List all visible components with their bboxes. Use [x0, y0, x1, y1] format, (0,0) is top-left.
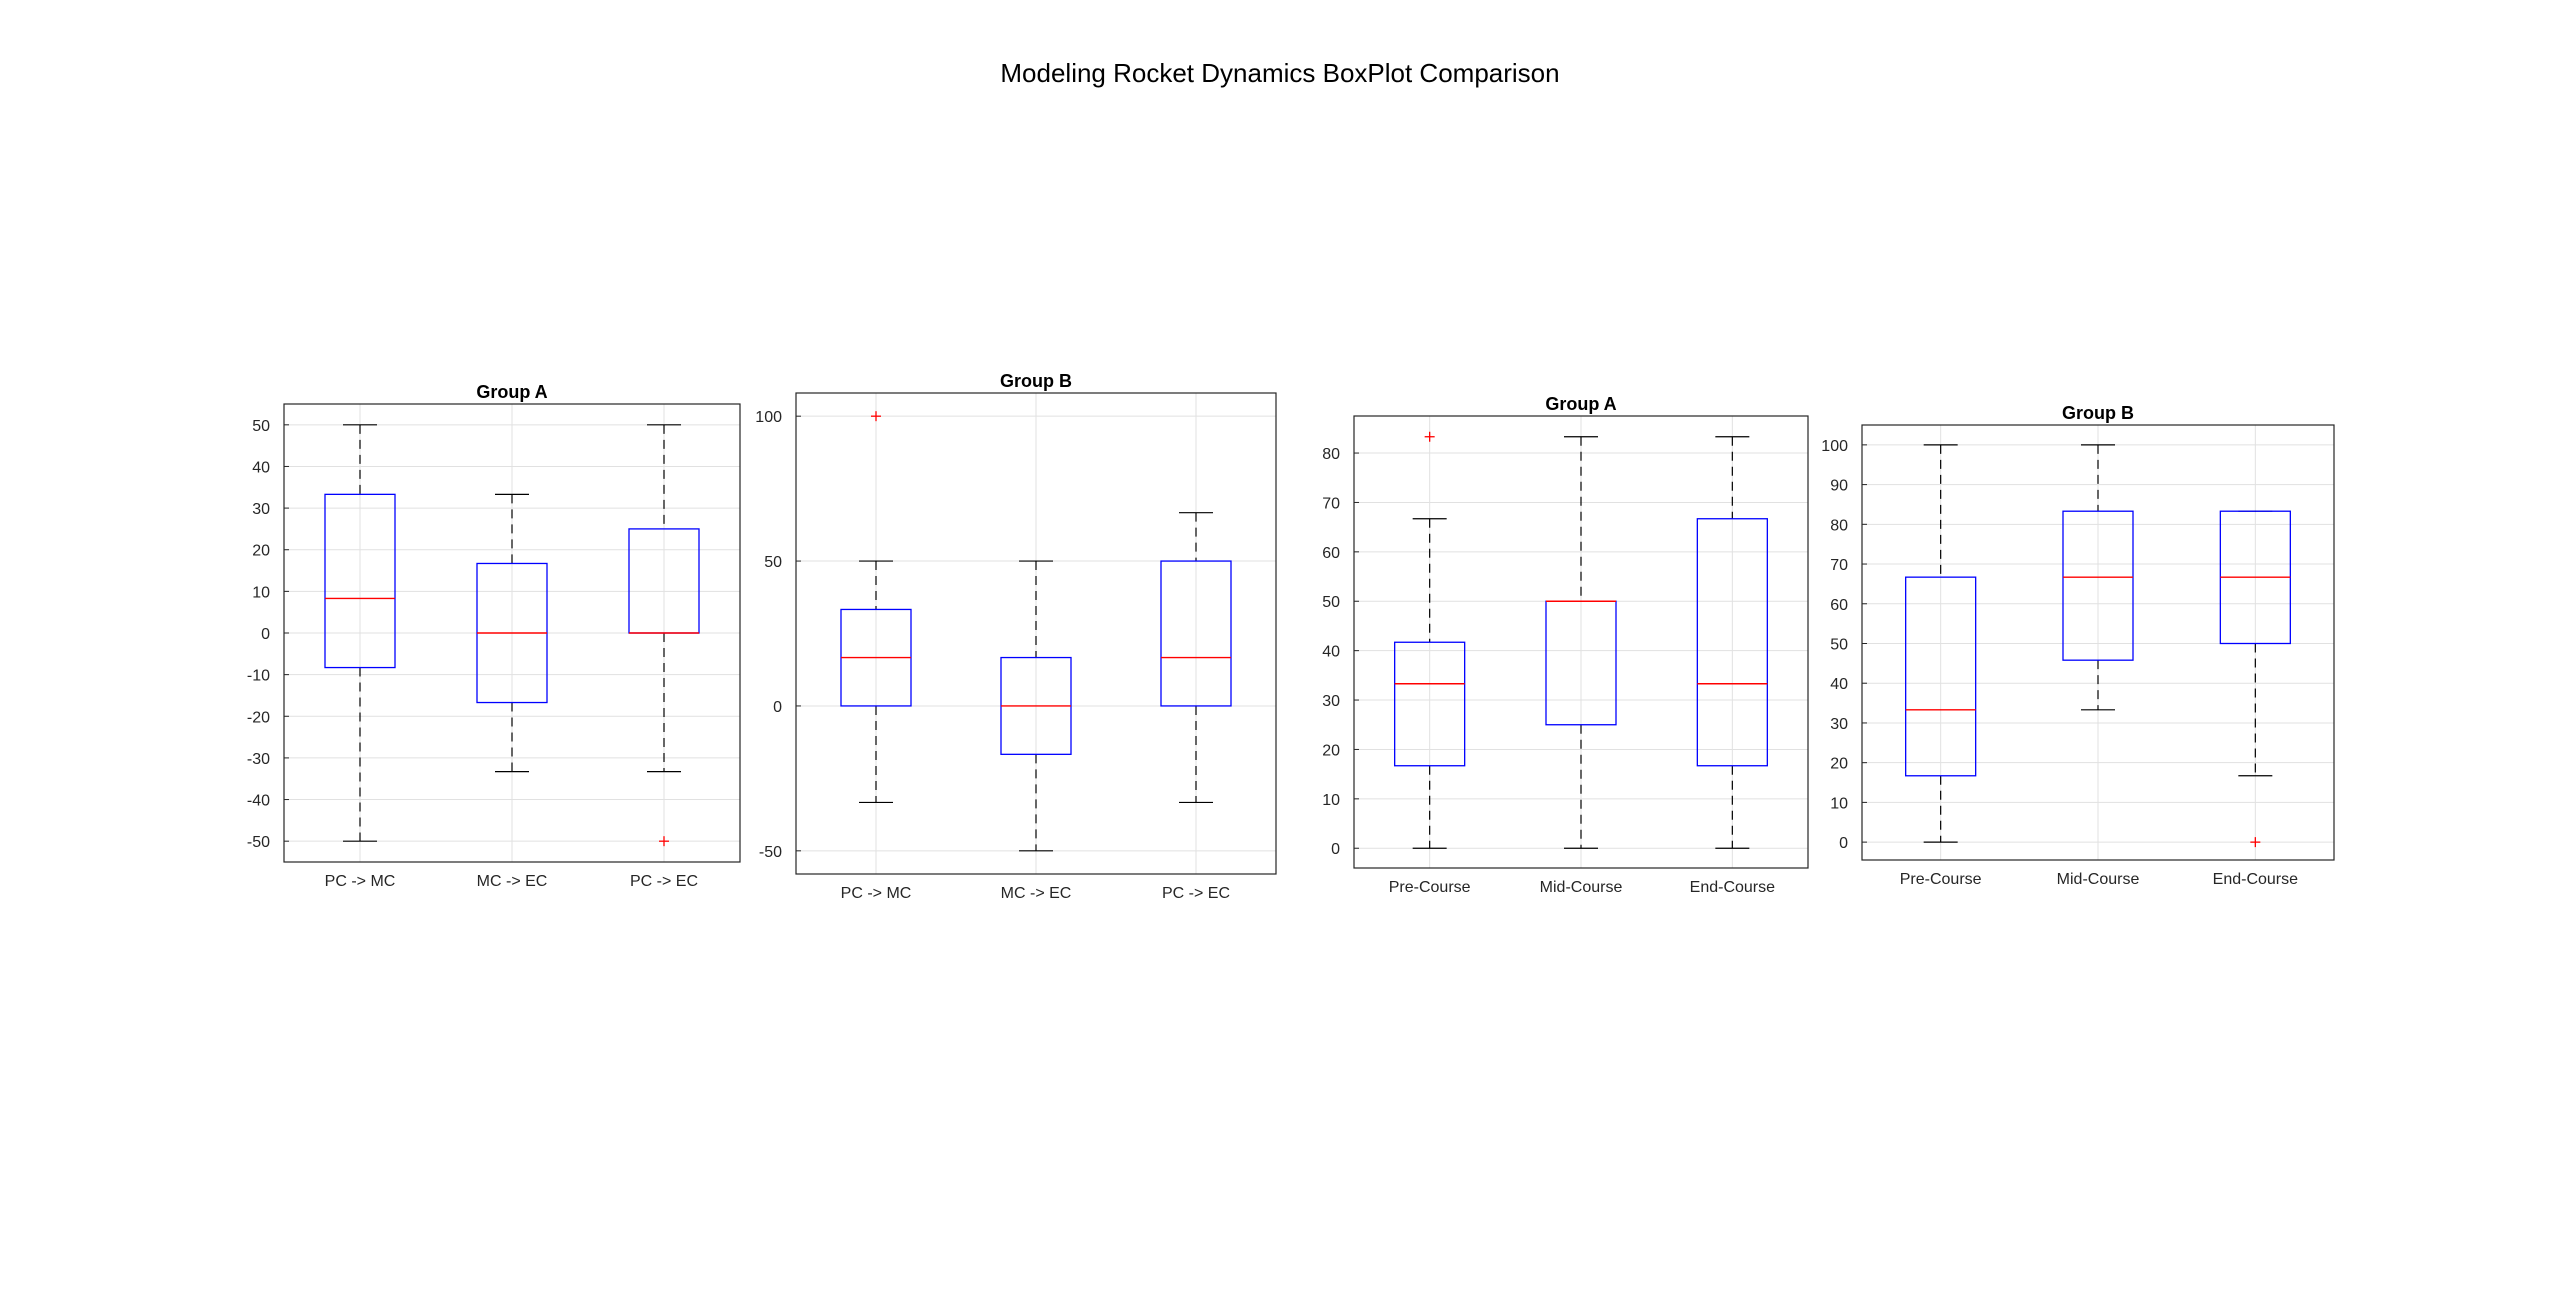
boxplot-panel-group-a-scores: Group A Pre-Course Mid-Course End-Course… [1322, 394, 1809, 896]
x-tick-label: Mid-Course [1540, 879, 1623, 896]
plot-area [1862, 425, 2334, 860]
box-3 [2219, 510, 2291, 848]
panel-title: Group A [476, 382, 547, 402]
box-2 [1000, 560, 1072, 852]
y-tick-label: 20 [1322, 742, 1340, 759]
x-tick-label: End-Course [2213, 871, 2298, 888]
box-iqr [1394, 641, 1466, 767]
x-tick-label: PC -> EC [1162, 885, 1230, 902]
y-tick-label: 0 [773, 699, 782, 716]
y-tick-label: 40 [1830, 676, 1848, 693]
outlier-marker [659, 836, 669, 847]
figure-title: Modeling Rocket Dynamics BoxPlot Compari… [1000, 58, 1559, 88]
box-3 [1696, 436, 1768, 849]
y-tick-label: -10 [247, 668, 270, 685]
y-tick-label: 40 [252, 459, 270, 476]
y-tick-label: -50 [247, 834, 270, 851]
x-tick-label: MC -> EC [1001, 885, 1072, 902]
box-2 [476, 493, 548, 773]
x-tick-label: Pre-Course [1389, 879, 1471, 896]
y-tick-label: 100 [755, 409, 782, 426]
y-tick-label: 0 [1839, 835, 1848, 852]
y-tick-label: 70 [1830, 557, 1848, 574]
y-tick-label: -50 [759, 844, 782, 861]
boxplot-panel-group-b-scores: Group B Pre-Course Mid-Course End-Course… [1821, 403, 2335, 888]
y-tick-label: 80 [1322, 446, 1340, 463]
box-1 [840, 411, 912, 804]
box-3 [628, 424, 700, 847]
box-iqr [1160, 560, 1232, 707]
outlier-marker [2250, 837, 2261, 848]
y-tick-label: 30 [1830, 716, 1848, 733]
y-tick-label: 10 [252, 584, 270, 601]
x-tick-label: End-Course [1690, 879, 1775, 896]
box-1 [324, 424, 396, 842]
x-tick-label: Mid-Course [2057, 871, 2140, 888]
plot-area [1354, 416, 1808, 868]
box-iqr [1696, 518, 1768, 767]
box-1 [1905, 444, 1977, 843]
x-tick-label: Pre-Course [1900, 871, 1982, 888]
x-tick-label: PC -> MC [325, 873, 396, 890]
boxplot-panel-group-b-changes: Group B PC -> MC MC -> EC PC -> EC -50 0 5… [755, 371, 1277, 902]
box-iqr [324, 493, 396, 669]
y-tick-label: 90 [1830, 478, 1848, 495]
box-2 [2062, 444, 2134, 711]
y-tick-label: 20 [252, 543, 270, 560]
box-iqr [2062, 510, 2134, 661]
axes-frame [1861, 424, 2335, 861]
box-iqr [1905, 576, 1977, 777]
box-1 [1394, 431, 1466, 849]
y-tick-label: 30 [1322, 693, 1340, 710]
y-tick-label: 80 [1830, 517, 1848, 534]
boxplot-panel-group-a-changes: Group A PC -> MC MC -> EC PC -> EC -50 -4… [247, 382, 741, 890]
axes-frame [1353, 415, 1809, 869]
panel-title: Group A [1545, 394, 1616, 414]
box-3 [1160, 512, 1232, 804]
x-tick-label: PC -> EC [630, 873, 698, 890]
outlier-marker [871, 411, 881, 422]
y-tick-label: 60 [1322, 545, 1340, 562]
axes-frame [283, 403, 741, 863]
y-tick-label: 50 [1322, 594, 1340, 611]
x-tick-label: MC -> EC [477, 873, 548, 890]
x-tick-label: PC -> MC [841, 885, 912, 902]
y-tick-label: -30 [247, 751, 270, 768]
panel-title: Group B [2062, 403, 2134, 423]
y-tick-label: 70 [1322, 495, 1340, 512]
y-tick-label: 50 [764, 554, 782, 571]
y-tick-label: 20 [1830, 756, 1848, 773]
box-2 [1545, 436, 1617, 849]
y-tick-label: 0 [261, 626, 270, 643]
y-tick-label: 100 [1821, 438, 1848, 455]
y-tick-label: 50 [252, 418, 270, 435]
y-tick-label: -40 [247, 793, 270, 810]
plot-area [796, 393, 1276, 874]
y-tick-label: 50 [1830, 636, 1848, 653]
y-tick-label: 10 [1322, 792, 1340, 809]
outlier-marker [1424, 431, 1435, 442]
y-tick-label: 60 [1830, 597, 1848, 614]
axes-frame [795, 392, 1277, 875]
y-tick-label: -20 [247, 709, 270, 726]
y-tick-label: 30 [252, 501, 270, 518]
y-tick-label: 10 [1830, 795, 1848, 812]
panel-title: Group B [1000, 371, 1072, 391]
plot-area [284, 404, 740, 862]
y-tick-label: 40 [1322, 644, 1340, 661]
y-tick-label: 0 [1331, 841, 1340, 858]
